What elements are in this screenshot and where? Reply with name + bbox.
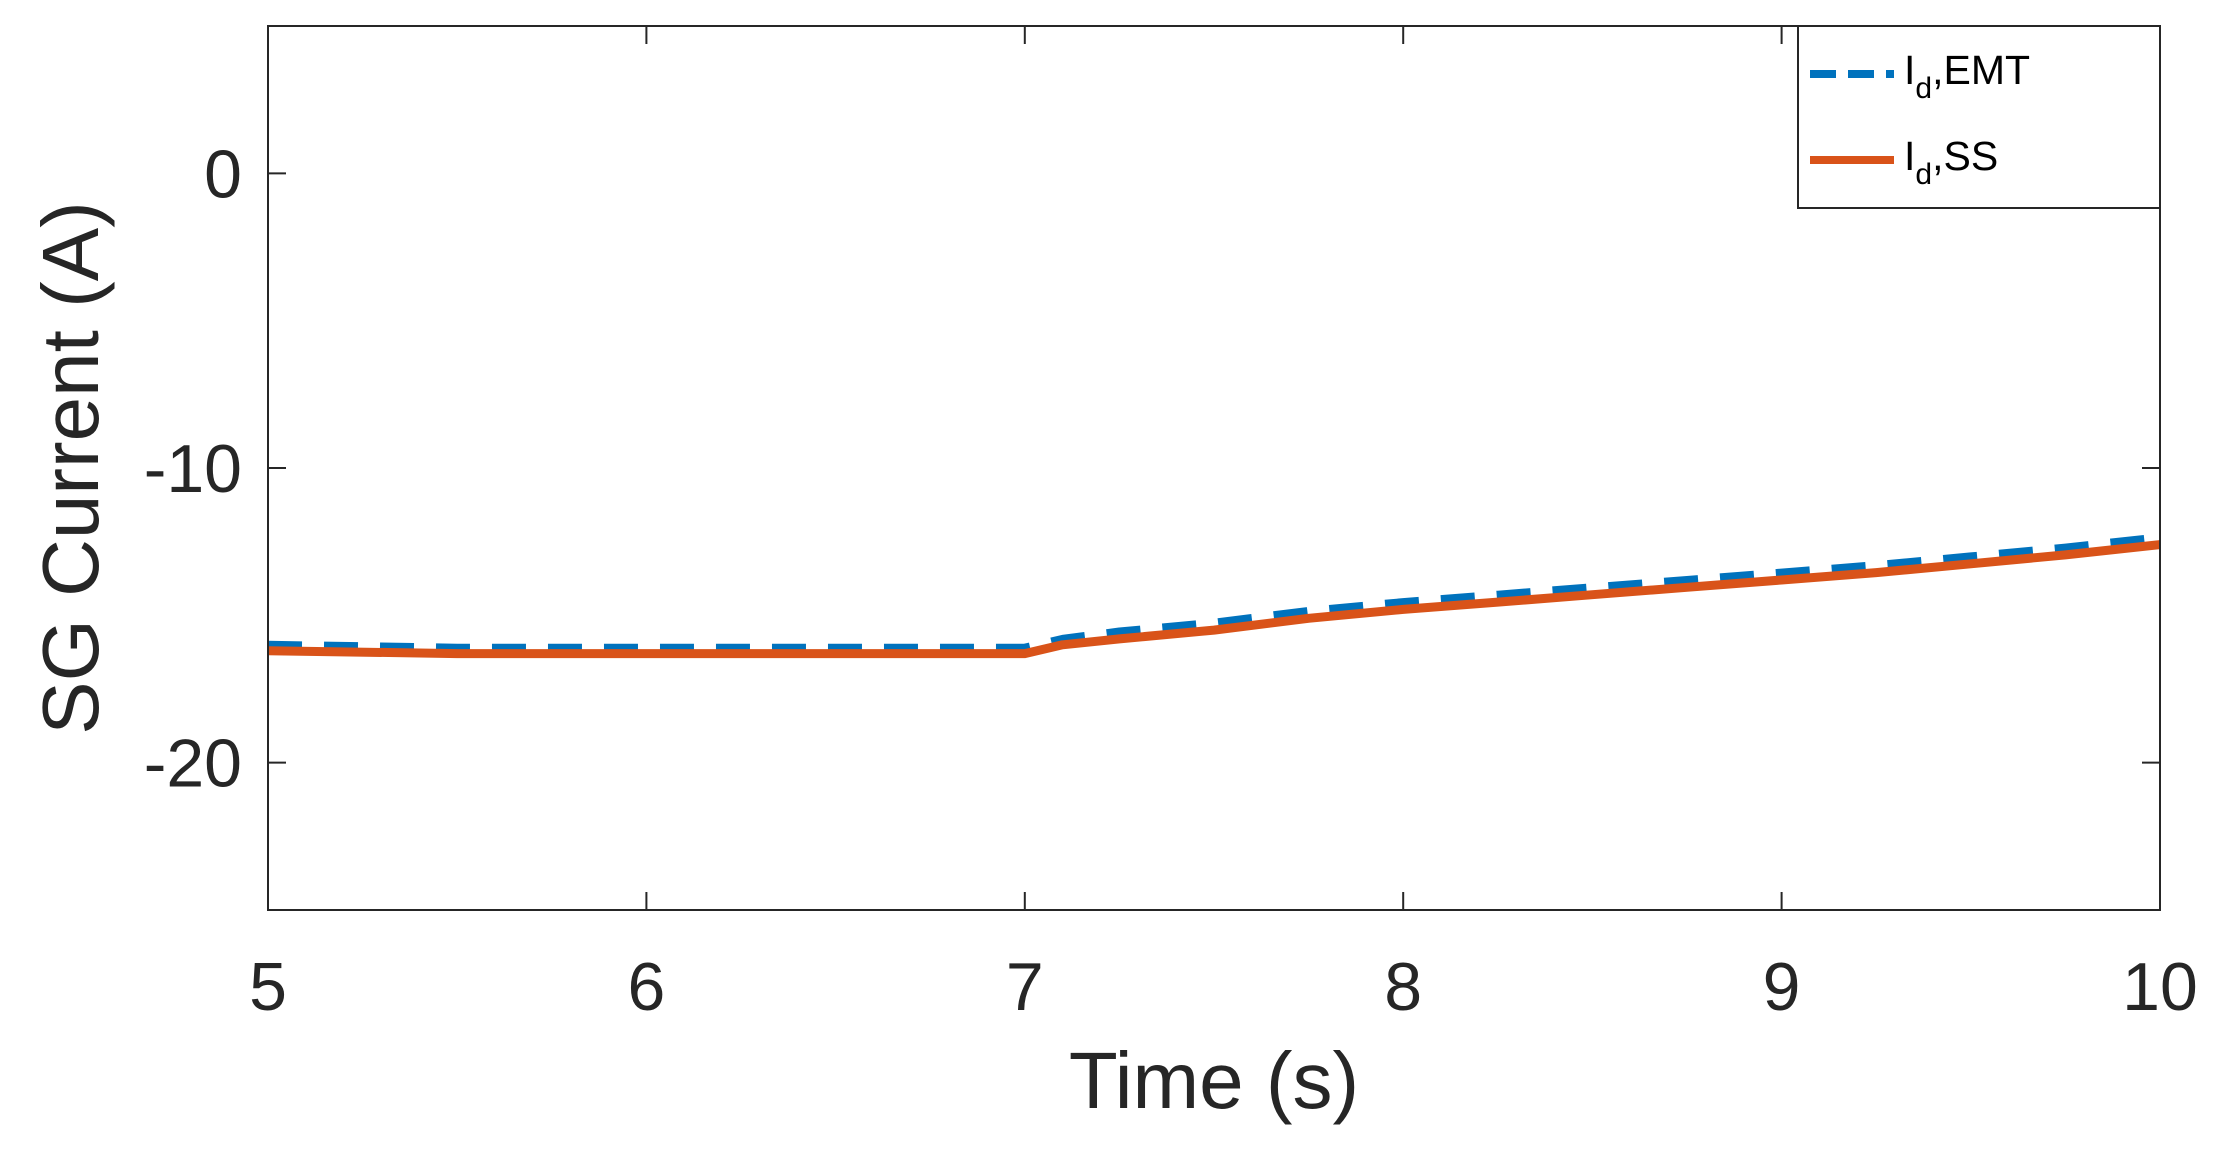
legend-label-0: Id,EMT	[1904, 47, 2030, 105]
x-tick-label: 6	[627, 949, 665, 1025]
y-tick-label: 0	[204, 136, 242, 212]
series-line-1	[267, 540, 2161, 659]
series-line-0	[267, 533, 2161, 652]
series-layer	[267, 533, 2161, 659]
x-tick-label: 10	[2122, 949, 2198, 1025]
y-tick-label: -20	[144, 726, 242, 802]
axes-layer: 5 6 7 8 9 10 -20 -10 0	[144, 25, 2198, 1025]
legend: Id,EMT Id,SS	[1797, 25, 2161, 209]
legend-box	[1797, 25, 2161, 209]
x-axis-title: Time (s)	[1069, 1036, 1359, 1125]
x-tick-label: 9	[1763, 949, 1801, 1025]
y-axis-title: SG Current (A)	[26, 201, 115, 734]
y-tick-label: -10	[144, 431, 242, 507]
legend-label-1: Id,SS	[1904, 133, 1998, 191]
x-tick-label: 5	[249, 949, 287, 1025]
x-tick-label: 7	[1006, 949, 1044, 1025]
x-tick-label: 8	[1384, 949, 1422, 1025]
